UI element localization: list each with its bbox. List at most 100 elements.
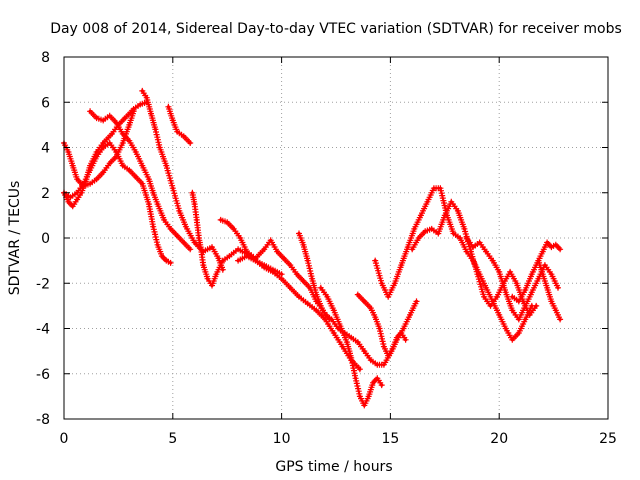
data-point — [408, 313, 412, 317]
y-tick-label: 4 — [41, 141, 50, 157]
data-point — [177, 209, 181, 213]
series-arc-5 — [139, 87, 226, 273]
data-point — [156, 202, 160, 206]
data-point — [195, 218, 199, 222]
data-point — [114, 121, 118, 125]
data-point — [469, 250, 473, 254]
x-tick-label: 5 — [168, 431, 177, 447]
data-point — [536, 277, 541, 281]
data-point — [510, 295, 514, 299]
data-point — [121, 132, 125, 136]
series-arc-16 — [509, 257, 564, 323]
data-point — [338, 324, 342, 328]
data-point — [319, 304, 323, 308]
series-markers — [235, 253, 363, 373]
data-point — [162, 218, 166, 222]
data-point — [523, 317, 527, 321]
x-axis-label: GPS time / hours — [275, 459, 392, 475]
data-point — [297, 231, 301, 236]
data-point — [288, 286, 292, 290]
data-point — [554, 243, 558, 247]
data-point — [75, 197, 79, 202]
data-point — [190, 191, 194, 195]
data-point — [147, 177, 151, 181]
data-point — [541, 272, 545, 276]
data-point — [534, 304, 538, 308]
data-point — [451, 231, 456, 236]
data-point — [101, 141, 105, 145]
data-point — [262, 265, 266, 269]
data-point — [340, 345, 345, 349]
data-point — [371, 381, 375, 385]
y-tick-label: -8 — [36, 412, 50, 428]
data-point — [88, 168, 92, 172]
data-point — [175, 130, 179, 134]
data-point — [238, 236, 242, 240]
y-tick-label: 0 — [41, 231, 50, 247]
x-tick-label: 20 — [490, 431, 508, 447]
data-point — [88, 182, 92, 186]
data-point — [484, 250, 488, 254]
data-point — [386, 295, 390, 299]
data-point — [458, 236, 462, 240]
data-point — [382, 345, 386, 349]
data-point — [406, 245, 410, 249]
data-point — [269, 238, 273, 242]
data-point — [95, 150, 99, 154]
data-point — [425, 200, 429, 204]
data-point — [354, 376, 358, 380]
data-point — [323, 313, 327, 317]
data-point — [166, 105, 170, 109]
data-point — [515, 281, 519, 285]
x-tick-label: 15 — [381, 431, 399, 447]
series-group — [61, 87, 564, 409]
data-point — [308, 286, 312, 290]
data-point — [206, 277, 210, 281]
data-point — [193, 240, 197, 245]
data-point — [491, 259, 495, 263]
ticks: 0 5 10 15 20 25 -8 -6 -4 -2 0 2 4 6 8 — [36, 50, 617, 447]
data-point — [504, 290, 508, 294]
data-point — [438, 186, 442, 190]
data-point — [399, 263, 403, 267]
data-point — [127, 123, 131, 127]
data-point — [541, 250, 545, 254]
data-point — [95, 177, 99, 181]
data-point — [419, 213, 423, 217]
data-point — [153, 127, 157, 131]
data-point — [373, 315, 377, 319]
data-point — [134, 150, 138, 154]
data-point — [149, 112, 153, 116]
data-point — [164, 259, 168, 263]
data-point — [456, 209, 460, 213]
data-point — [465, 250, 469, 254]
data-point — [549, 272, 554, 276]
data-point — [358, 367, 362, 371]
data-point — [528, 313, 532, 317]
data-point — [478, 240, 482, 245]
data-point — [75, 177, 79, 181]
data-point — [306, 302, 310, 306]
data-point — [140, 89, 144, 93]
data-point — [349, 356, 353, 360]
data-point — [227, 254, 231, 258]
data-point — [280, 272, 284, 276]
y-tick-label: 8 — [41, 50, 50, 66]
data-point — [280, 277, 284, 281]
y-tick-label: -4 — [36, 322, 50, 338]
data-point — [310, 277, 314, 281]
data-point — [465, 236, 469, 240]
data-point — [108, 141, 112, 145]
data-point — [95, 116, 99, 120]
data-point — [66, 200, 70, 204]
data-point — [262, 247, 266, 251]
data-point — [156, 243, 160, 247]
data-point — [495, 295, 499, 299]
data-point — [236, 259, 240, 263]
data-point — [314, 293, 318, 297]
data-point — [197, 236, 201, 240]
data-point — [517, 331, 521, 335]
data-point — [523, 288, 527, 292]
data-point — [536, 259, 541, 263]
